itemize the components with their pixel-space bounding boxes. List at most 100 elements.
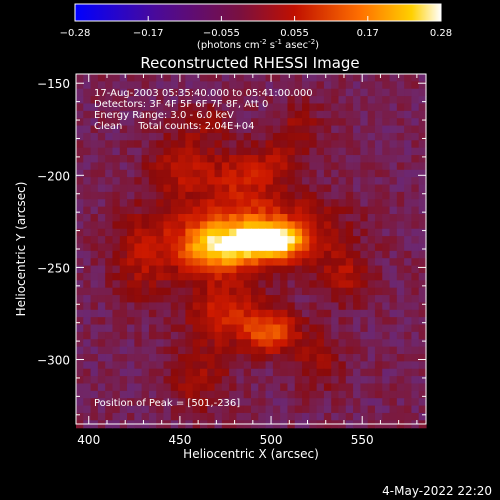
heatmap-pixel (367, 383, 376, 392)
heatmap-pixel (404, 147, 413, 156)
heatmap-pixel (338, 155, 347, 164)
heatmap-pixel (134, 243, 143, 252)
heatmap-pixel (229, 169, 238, 178)
heatmap-pixel (294, 140, 303, 149)
heatmap-pixel (97, 339, 106, 348)
heatmap-pixel (331, 103, 340, 112)
heatmap-pixel (229, 206, 238, 215)
heatmap-pixel (192, 287, 201, 296)
heatmap-pixel (280, 132, 289, 141)
heatmap-pixel (294, 339, 303, 348)
heatmap-pixel (243, 250, 252, 259)
heatmap-pixel (243, 280, 252, 289)
heatmap-pixel (345, 324, 354, 333)
heatmap-pixel (236, 162, 245, 171)
heatmap-pixel (236, 280, 245, 289)
heatmap-pixel (170, 295, 179, 304)
heatmap-pixel (207, 206, 216, 215)
heatmap-pixel (148, 309, 157, 318)
heatmap-pixel (367, 368, 376, 377)
heatmap-pixel (243, 214, 252, 222)
heatmap-pixel (418, 214, 427, 222)
heatmap-pixel (199, 331, 208, 340)
heatmap-pixel (199, 339, 208, 348)
heatmap-pixel (258, 280, 267, 289)
heatmap-pixel (236, 368, 245, 377)
heatmap-pixel (105, 214, 114, 222)
heatmap-pixel (214, 184, 223, 193)
heatmap-pixel (236, 96, 245, 105)
heatmap-pixel (243, 118, 252, 127)
heatmap-pixel (127, 398, 135, 407)
heatmap-pixel (90, 81, 99, 90)
heatmap-pixel (192, 243, 201, 252)
heatmap-pixel (185, 272, 194, 281)
heatmap-pixel (178, 295, 186, 304)
heatmap-pixel (112, 132, 121, 141)
heatmap-pixel (185, 140, 194, 149)
heatmap-pixel (404, 155, 413, 164)
heatmap-pixel (141, 140, 150, 149)
heatmap-pixel (236, 177, 245, 186)
heatmap-pixel (207, 287, 216, 296)
heatmap-pixel (134, 412, 143, 421)
heatmap-pixel (112, 88, 121, 97)
heatmap-pixel (83, 280, 92, 289)
heatmap-pixel (309, 177, 318, 186)
heatmap-pixel (418, 302, 427, 311)
heatmap-pixel (411, 199, 420, 208)
heatmap-pixel (418, 265, 427, 274)
heatmap-pixel (265, 390, 274, 399)
heatmap-pixel (163, 346, 172, 355)
heatmap-pixel (287, 118, 296, 127)
heatmap-pixel (389, 132, 398, 141)
heatmap-pixel (170, 361, 179, 370)
heatmap-pixel (272, 398, 281, 407)
heatmap-pixel (251, 236, 259, 245)
heatmap-pixel (105, 162, 114, 171)
heatmap-pixel (294, 250, 303, 259)
heatmap-pixel (170, 280, 179, 289)
heatmap-pixel (156, 287, 165, 296)
heatmap-pixel (170, 177, 179, 186)
heatmap-pixel (127, 368, 135, 377)
heatmap-pixel (338, 258, 347, 267)
heatmap-pixel (243, 295, 252, 304)
heatmap-pixel (331, 228, 340, 237)
heatmap-pixel (156, 265, 165, 274)
heatmap-pixel (302, 317, 310, 326)
heatmap-pixel (367, 265, 376, 274)
heatmap-pixel (236, 287, 245, 296)
heatmap-pixel (134, 317, 143, 326)
heatmap-pixel (389, 96, 398, 105)
heatmap-pixel (141, 339, 150, 348)
heatmap-pixel (360, 228, 369, 237)
heatmap-pixel (97, 390, 106, 399)
heatmap-pixel (207, 184, 216, 193)
heatmap-pixel (170, 376, 179, 385)
heatmap-pixel (251, 346, 259, 355)
heatmap-pixel (345, 243, 354, 252)
heatmap-pixel (389, 368, 398, 377)
heatmap-pixel (265, 287, 274, 296)
heatmap-pixel (323, 110, 332, 119)
heatmap-pixel (214, 324, 223, 333)
heatmap-pixel (258, 376, 267, 385)
heatmap-pixel (199, 368, 208, 377)
heatmap-pixel (148, 354, 157, 362)
heatmap-pixel (199, 317, 208, 326)
heatmap-pixel (192, 346, 201, 355)
heatmap-pixel (302, 184, 310, 193)
heatmap-pixel (272, 280, 281, 289)
heatmap-pixel (251, 309, 259, 318)
heatmap-pixel (148, 346, 157, 355)
heatmap-pixel (83, 177, 92, 186)
heatmap-pixel (127, 147, 135, 156)
heatmap-pixel (127, 110, 135, 119)
heatmap-pixel (192, 184, 201, 193)
heatmap-pixel (90, 331, 99, 340)
heatmap-pixel (345, 103, 354, 112)
heatmap-pixel (90, 177, 99, 186)
x-tick-label: 500 (260, 433, 283, 447)
heatmap-pixel (338, 74, 347, 82)
